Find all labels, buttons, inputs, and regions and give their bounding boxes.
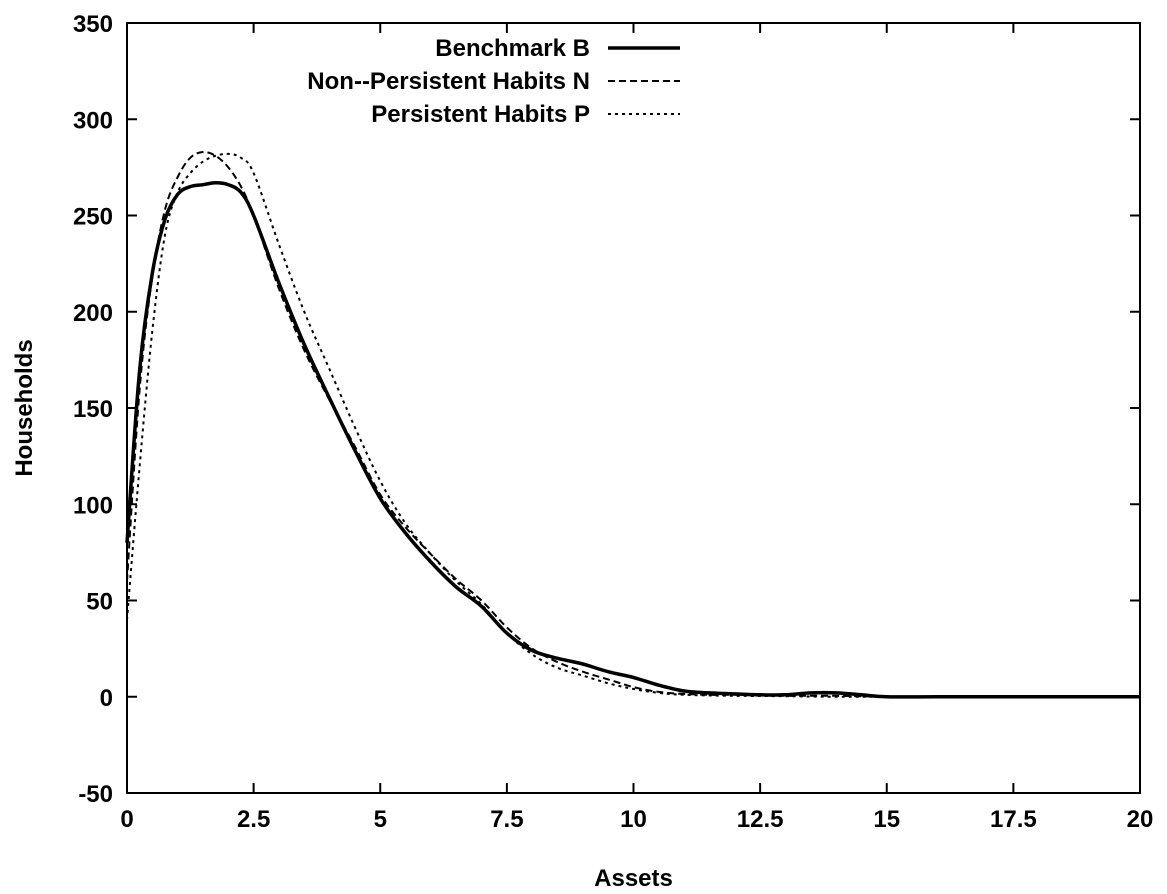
x-tick-label: 12.5 xyxy=(737,806,784,833)
x-axis-title: Assets xyxy=(594,865,673,892)
y-tick-label: 350 xyxy=(73,11,113,38)
y-axis-title: Households xyxy=(11,339,38,476)
series-line-dashed xyxy=(126,150,1140,698)
x-tick-label: 15 xyxy=(873,806,900,833)
tick-group: 0 2.5 5 7.5 10 12.5 15 17.5 20 -50 0 50 100 150 200 250… xyxy=(73,11,1153,833)
y-tick-label: 50 xyxy=(86,589,113,616)
legend-label: Persistent Habits P xyxy=(371,101,590,128)
plot-frame xyxy=(126,22,1141,794)
y-tick-label: 200 xyxy=(73,300,113,327)
x-tick-label: 5 xyxy=(374,806,387,833)
y-tick-label: 150 xyxy=(73,396,113,423)
legend-label: Non--Persistent Habits N xyxy=(307,68,590,95)
y-tick-label: 300 xyxy=(73,107,113,134)
x-tick-label: 7.5 xyxy=(490,806,523,833)
x-tick-label: 0 xyxy=(120,806,133,833)
legend-label: Benchmark B xyxy=(435,35,590,62)
y-tick-label: 0 xyxy=(100,685,113,712)
x-tick-label: 17.5 xyxy=(990,806,1037,833)
y-tick-label: 100 xyxy=(73,492,113,519)
x-tick-label: 10 xyxy=(620,806,647,833)
series-line-solid xyxy=(125,181,1140,699)
y-tick-label: 250 xyxy=(73,204,113,231)
x-tick-label: 2.5 xyxy=(237,806,270,833)
x-tick-label: 20 xyxy=(1127,806,1154,833)
series-line-dotted xyxy=(126,152,1140,698)
legend: Benchmark B Non--Persistent Habits N Persi… xyxy=(307,35,680,128)
y-tick-label: -50 xyxy=(78,781,113,808)
series-group xyxy=(125,150,1140,699)
